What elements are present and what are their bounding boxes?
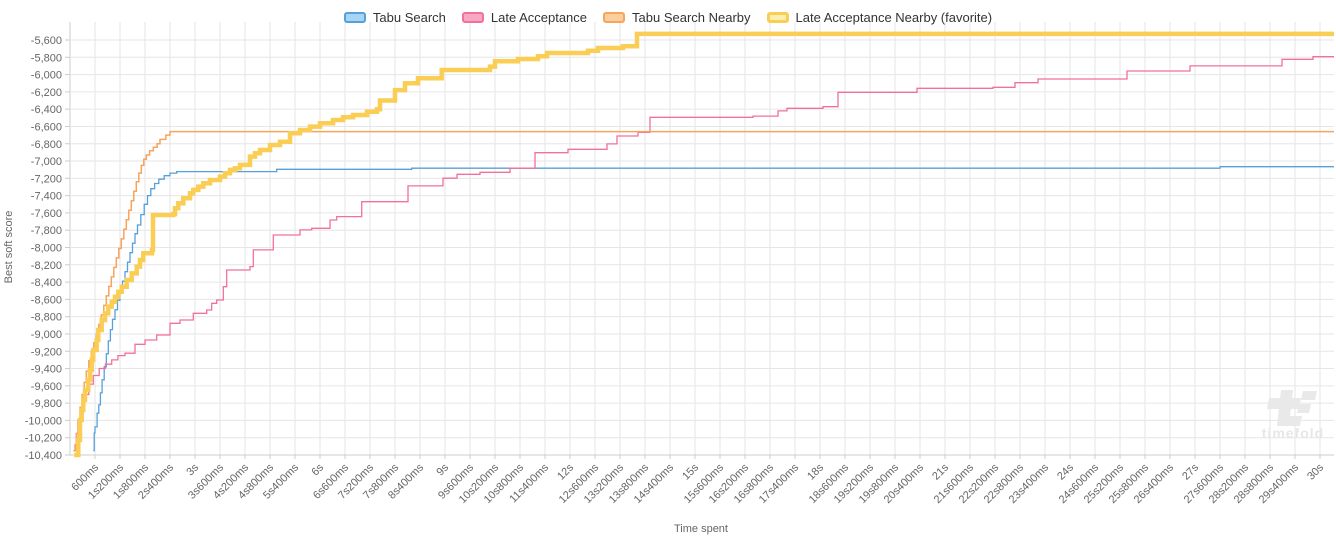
legend-item-late-acceptance-nearby-favorite[interactable]: Late Acceptance Nearby (favorite) <box>766 9 993 25</box>
y-tick-label: -10,200 <box>25 433 62 445</box>
y-axis-title: Best soft score <box>3 211 15 284</box>
timefold-logo-shape <box>1297 404 1311 413</box>
x-tick-label: 9s <box>434 461 451 478</box>
legend-item-tabu-search[interactable]: Tabu Search <box>343 9 446 25</box>
watermark-text: timefold <box>1262 425 1324 441</box>
x-tick-label: 15s <box>680 461 701 482</box>
legend-swatch-tabu-search-nearby <box>603 11 626 23</box>
y-tick-label: -5,600 <box>31 35 62 47</box>
y-tick-label: -8,800 <box>31 312 62 324</box>
series-lines <box>73 31 1334 458</box>
y-tick-label: -7,200 <box>31 173 62 185</box>
gridlines <box>69 22 1334 456</box>
y-tick-label: -8,200 <box>31 260 62 272</box>
legend-item-late-acceptance[interactable]: Late Acceptance <box>461 9 588 25</box>
y-tick-label: -9,200 <box>31 346 62 358</box>
x-tick-label: 27s <box>1180 461 1201 482</box>
legend-swatch-tabu-search <box>343 11 366 23</box>
y-tick-label: -8,000 <box>31 243 62 255</box>
y-tick-label: -6,800 <box>31 139 62 151</box>
x-tick-label: 6s <box>309 461 326 478</box>
legend-swatch-late-acceptance <box>461 11 484 23</box>
y-tick-label: -8,400 <box>31 277 62 289</box>
y-tick-label: -6,400 <box>31 104 62 116</box>
timefold-logo-icon <box>1267 390 1317 426</box>
legend-label-tabu-search-nearby: Tabu Search Nearby <box>632 9 751 25</box>
series-line-tabu-search <box>93 166 1334 452</box>
y-tick-label: -9,400 <box>31 364 62 376</box>
y-tick-label: -9,000 <box>31 329 62 341</box>
timefold-logo-shape <box>1301 391 1317 400</box>
legend-label-tabu-search: Tabu Search <box>372 9 446 25</box>
y-tick-label: -7,600 <box>31 208 62 220</box>
y-tick-label: -6,600 <box>31 121 62 133</box>
legend-label-late-acceptance: Late Acceptance <box>490 9 588 25</box>
legend-item-tabu-search-nearby[interactable]: Tabu Search Nearby <box>603 10 751 25</box>
watermark-group: timefold <box>1262 390 1324 441</box>
timefold-logo-shape <box>1280 416 1302 426</box>
axis-ticks <box>65 39 1321 459</box>
y-tick-label: -6,200 <box>31 87 62 99</box>
y-tick-label: -6,000 <box>31 70 62 82</box>
y-tick-label: -7,800 <box>31 225 62 237</box>
y-tick-label: -8,600 <box>31 294 62 306</box>
series-line-late-acceptance-nearby-favorite <box>74 31 1334 458</box>
series-line-tabu-search-nearby <box>73 130 1334 452</box>
series-line-late-acceptance <box>74 56 1334 452</box>
x-axis-title: Time spent <box>674 523 728 535</box>
legend-swatch-late-acceptance-nearby-favorite <box>766 11 789 23</box>
y-tick-label: -10,000 <box>25 415 62 427</box>
y-tick-label: -7,000 <box>31 156 62 168</box>
y-tick-label: -5,800 <box>31 52 62 64</box>
y-tick-label: -9,600 <box>31 381 62 393</box>
x-tick-label: 3s <box>184 461 201 478</box>
x-tick-label: 30s <box>1305 461 1326 482</box>
legend-label-late-acceptance-nearby-favorite: Late Acceptance Nearby (favorite) <box>795 9 993 25</box>
y-tick-label: -7,400 <box>31 191 62 203</box>
x-tick-label: 21s <box>930 461 951 482</box>
x-tick-label: 12s <box>555 461 576 482</box>
chart-legend: Tabu Search Late Acceptance Tabu Search Ne… <box>0 6 1336 28</box>
x-tick-label: 24s <box>1055 461 1076 482</box>
x-tick-label: 18s <box>805 461 826 482</box>
y-tick-label: -9,800 <box>31 398 62 410</box>
y-tick-label: -10,400 <box>25 450 62 462</box>
